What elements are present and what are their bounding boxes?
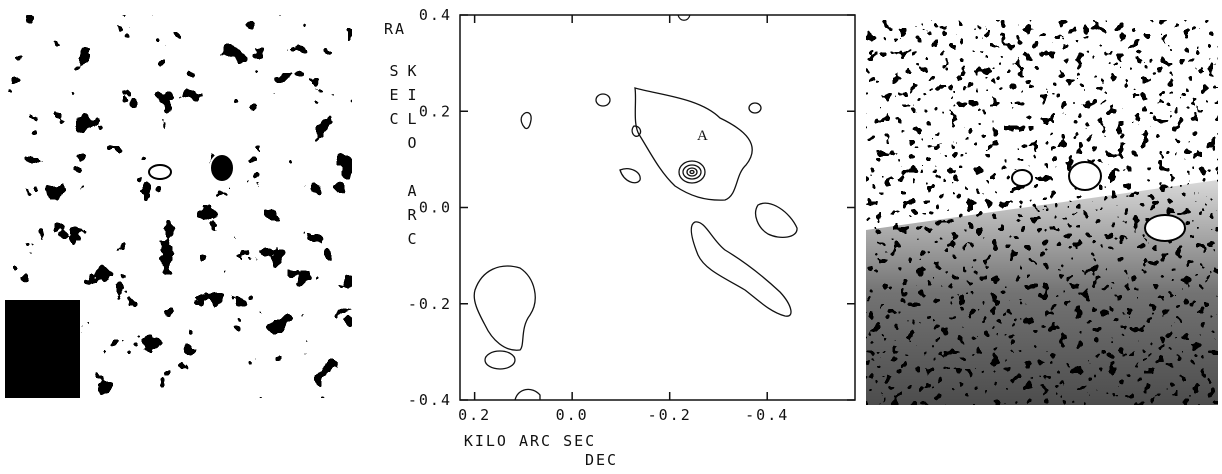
annotation: A bbox=[697, 128, 708, 144]
y-axis-label: KILO ARC SEC bbox=[385, 62, 421, 254]
right-image bbox=[866, 20, 1218, 405]
left-image bbox=[5, 15, 352, 398]
y-tick-label: -0.4 bbox=[408, 391, 452, 409]
x-axis-label-extra: DEC bbox=[585, 451, 618, 469]
contours bbox=[473, 14, 798, 401]
x-tick-label: -0.4 bbox=[745, 406, 789, 424]
y-tick-label: 0.0 bbox=[419, 199, 452, 217]
y-tick-label: -0.2 bbox=[408, 295, 452, 313]
x-tick-label: 0.0 bbox=[556, 406, 589, 424]
y-tick-label: 0.2 bbox=[419, 102, 452, 120]
x-axis-label: KILO ARC SEC bbox=[464, 432, 596, 450]
x-tick-label: 0.2 bbox=[458, 406, 491, 424]
y-tick-label: 0.4 bbox=[419, 6, 452, 24]
plot-frame bbox=[459, 14, 856, 401]
x-tick-label: -0.2 bbox=[648, 406, 692, 424]
y-axis-label-prefix: RA bbox=[384, 20, 406, 38]
